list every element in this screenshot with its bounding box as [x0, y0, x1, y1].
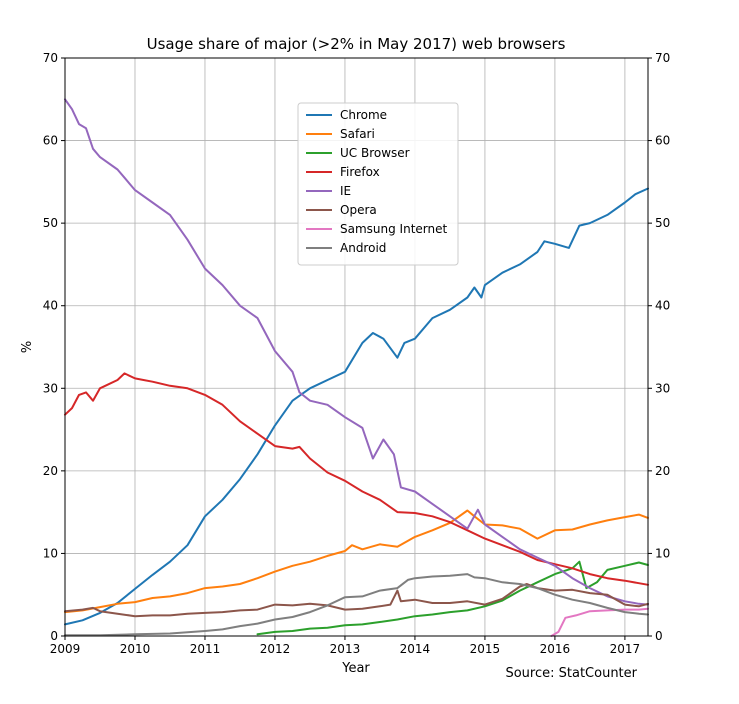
series-line-android: [64, 573, 649, 637]
y-tick-label-right: 70: [655, 51, 670, 65]
series-line-safari: [64, 509, 649, 614]
y-tick-label-right: 60: [655, 134, 670, 148]
series-line-uc-browser: [256, 560, 649, 636]
y-tick-label-left: 10: [43, 546, 58, 560]
x-tick-label: 2010: [120, 642, 151, 656]
y-tick-label-right: 30: [655, 381, 670, 395]
y-tick-label-right: 40: [655, 299, 670, 313]
legend-label-samsung-internet: Samsung Internet: [340, 222, 447, 236]
x-tick-label: 2014: [400, 642, 431, 656]
legend-box: [297, 102, 459, 266]
y-tick-label-right: 10: [655, 546, 670, 560]
y-tick-label-left: 40: [43, 299, 58, 313]
legend: Chrome Safari UC Browser Firefox IE Opera Sams…: [297, 102, 459, 266]
series-line-opera: [64, 583, 649, 618]
y-tick-label-left: 20: [43, 464, 58, 478]
plot-frame: [64, 57, 649, 637]
x-tick-label: 2011: [190, 642, 221, 656]
x-tick-label: 2012: [260, 642, 291, 656]
y-tick-label-left: 60: [43, 134, 58, 148]
x-tick-label: 2013: [330, 642, 361, 656]
y-tick-label-right: 50: [655, 216, 670, 230]
legend-label-android: Android: [340, 241, 386, 255]
x-tick-label: 2016: [540, 642, 571, 656]
source-label: Source: StatCounter: [505, 666, 637, 681]
y-tick-label-right: 20: [655, 464, 670, 478]
legend-label-opera: Opera: [340, 203, 377, 217]
series-layer: [64, 98, 649, 637]
series-line-ie: [64, 98, 649, 606]
legend-label-chrome: Chrome: [340, 108, 387, 122]
y-tick-label-left: 50: [43, 216, 58, 230]
legend-label-firefox: Firefox: [340, 165, 380, 179]
y-tick-label-right: 0: [655, 629, 663, 643]
y-tick-label-left: 30: [43, 381, 58, 395]
x-tick-label: 2017: [610, 642, 641, 656]
y-tick-label-left: 70: [43, 51, 58, 65]
y-tick-label-left: 0: [50, 629, 58, 643]
x-tick-label: 2015: [470, 642, 501, 656]
x-axis-label: Year: [341, 661, 370, 676]
series-line-chrome: [64, 187, 649, 626]
x-tick-label: 2009: [50, 642, 81, 656]
legend-label-ie: IE: [340, 184, 351, 198]
legend-label-safari: Safari: [340, 127, 375, 141]
chart-title: Usage share of major (>2% in May 2017) w…: [147, 35, 566, 53]
legend-label-uc-browser: UC Browser: [340, 146, 410, 160]
y-axis-label: %: [20, 341, 35, 353]
series-line-samsung-internet: [550, 607, 649, 637]
